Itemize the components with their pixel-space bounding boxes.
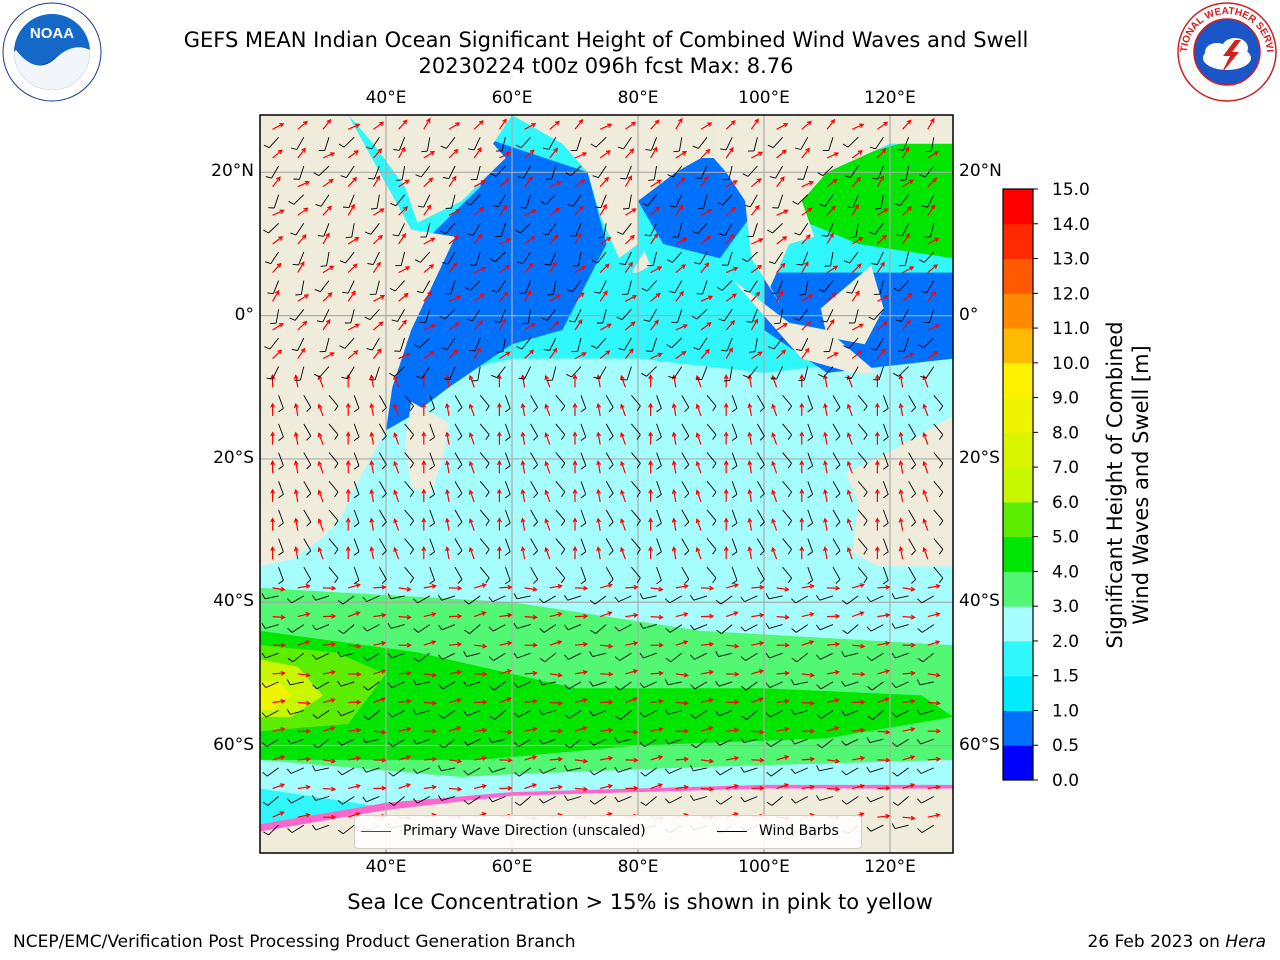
legend-wave-swatch — [361, 830, 391, 832]
lon-tick-label-top: 60°E — [491, 88, 533, 108]
lat-tick-label-right: 20°N — [959, 161, 1002, 182]
colorbar-tick-label: 12.0 — [1052, 284, 1090, 304]
sea-ice-note: Sea Ice Concentration > 15% is shown in … — [347, 890, 933, 914]
colorbar-tick-label: 15.0 — [1052, 180, 1090, 200]
legend-item-wind-barbs: Wind Barbs — [717, 823, 839, 839]
wave-band-bay-of-bengal — [638, 158, 752, 259]
colorbar-tick-label: 7.0 — [1052, 458, 1079, 478]
colorbar-tick-label: 1.5 — [1052, 667, 1079, 687]
colorbar-tick-label: 0.0 — [1052, 771, 1079, 791]
land-india — [512, 115, 714, 259]
lon-tick-label-top: 120°E — [864, 88, 916, 108]
colorbar-label-line1: Significant Height of Combined — [1103, 321, 1127, 649]
lon-tick-label-top: 80°E — [617, 88, 659, 108]
colorbar-bin — [1003, 189, 1033, 225]
lat-tick-label-right: 40°S — [959, 591, 1000, 612]
footer-date: 26 Feb 2023 on Hera — [1088, 932, 1266, 952]
wave-band-arabian-sea — [386, 136, 607, 431]
colorbar-bin — [1003, 397, 1033, 433]
colorbar-bin — [1003, 328, 1033, 364]
colorbar-tick-label: 13.0 — [1052, 250, 1090, 270]
colorbar-bin — [1003, 467, 1033, 503]
colorbar-frame — [1002, 188, 1034, 781]
chart-title: GEFS MEAN Indian Ocean Significant Heigh… — [183, 28, 1029, 52]
lat-tick-label-right: 0° — [959, 304, 979, 325]
lat-tick-label-right: 60°S — [959, 734, 1000, 755]
lat-tick-label-left: 20°S — [213, 447, 254, 468]
lon-tick-label-top: 100°E — [738, 88, 790, 108]
land-australia — [845, 415, 953, 567]
land-arabia — [348, 115, 512, 223]
lon-tick-label-bottom: 40°E — [365, 857, 407, 877]
lat-tick-label-left: 0° — [234, 304, 254, 325]
colorbar-bin — [1003, 710, 1033, 746]
footer-credit: NCEP/EMC/Verification Post Processing Pr… — [13, 932, 576, 952]
lat-tick-label-left: 20°N — [211, 161, 254, 182]
colorbar-tick-label: 6.0 — [1052, 493, 1079, 513]
colorbar-bin — [1003, 571, 1033, 607]
footer-host: Hera — [1225, 932, 1266, 952]
colorbar-bin — [1003, 223, 1033, 260]
lat-tick-label-left: 40°S — [213, 591, 254, 612]
wave-band-8m — [260, 681, 292, 710]
colorbar-bin — [1003, 258, 1033, 294]
land-borneo — [820, 265, 884, 345]
legend-barb-swatch — [717, 830, 747, 832]
colorbar-bin — [1003, 432, 1033, 468]
map-legend: Primary Wave Direction (unscaled) Wind B… — [354, 815, 862, 849]
lat-tick-label-right: 20°S — [959, 447, 1000, 468]
legend-barb-label: Wind Barbs — [759, 823, 839, 839]
map-frame — [259, 114, 954, 854]
colorbar-bin — [1003, 536, 1033, 572]
colorbar-tick-label: 4.0 — [1052, 562, 1079, 582]
colorbar-bin — [1003, 745, 1033, 781]
lat-tick-label-left: 60°S — [213, 734, 254, 755]
colorbar-bin — [1003, 501, 1033, 538]
footer-date-text: 26 Feb 2023 on — [1087, 932, 1226, 952]
lon-tick-label-bottom: 120°E — [864, 857, 916, 877]
colorbar-tick-label: 2.0 — [1052, 632, 1079, 652]
colorbar-tick-label: 8.0 — [1052, 423, 1079, 443]
land-sri-lanka — [631, 251, 651, 273]
land-madagascar — [404, 401, 449, 495]
colorbar-tick-label: 5.0 — [1052, 528, 1079, 548]
colorbar-tick-label: 10.0 — [1052, 354, 1090, 374]
land-africa — [260, 115, 456, 567]
colorbar-bin — [1003, 293, 1033, 329]
chart-subtitle: 20230224 t00z 096h fcst Max: 8.76 — [418, 54, 794, 78]
nws-logo: NATIONAL WEATHER SERVICE — [1177, 2, 1277, 102]
colorbar-tick-label: 14.0 — [1052, 215, 1090, 235]
sea-ice-fringe — [260, 784, 953, 832]
colorbar-tick-label: 1.0 — [1052, 701, 1079, 721]
wave-direction-arrows — [270, 117, 942, 821]
colorbar-bin — [1003, 362, 1033, 399]
legend-item-wave-direction: Primary Wave Direction (unscaled) — [361, 823, 646, 839]
lon-tick-label-bottom: 100°E — [738, 857, 790, 877]
wave-band-4m — [260, 630, 953, 760]
colorbar-label-line2: Wind Waves and Swell [m] — [1129, 345, 1153, 625]
colorbar-tick-label: 0.5 — [1052, 736, 1079, 756]
land-southeast-asia — [713, 115, 953, 309]
colorbar-bin — [1003, 640, 1033, 677]
wave-band-south-china-sea — [789, 129, 953, 259]
colorbar-tick-label: 3.0 — [1052, 597, 1079, 617]
lon-tick-label-bottom: 80°E — [617, 857, 659, 877]
colorbar-bin — [1003, 675, 1033, 711]
legend-wave-label: Primary Wave Direction (unscaled) — [403, 823, 646, 839]
noaa-logo-text: NOAA — [30, 25, 74, 42]
colorbar-bin — [1003, 606, 1033, 642]
colorbar-tick-label: 9.0 — [1052, 389, 1079, 409]
noaa-logo: NOAA — [2, 2, 102, 102]
colorbar: 0.0 0.5 1.0 1.5 2.0 3.0 4.0 5.0 6.0 7.0 8.0 9.0 10.0… — [1002, 180, 1090, 791]
lon-tick-label-top: 40°E — [365, 88, 407, 108]
colorbar-tick-label: 11.0 — [1052, 319, 1090, 339]
lon-tick-label-bottom: 60°E — [491, 857, 533, 877]
